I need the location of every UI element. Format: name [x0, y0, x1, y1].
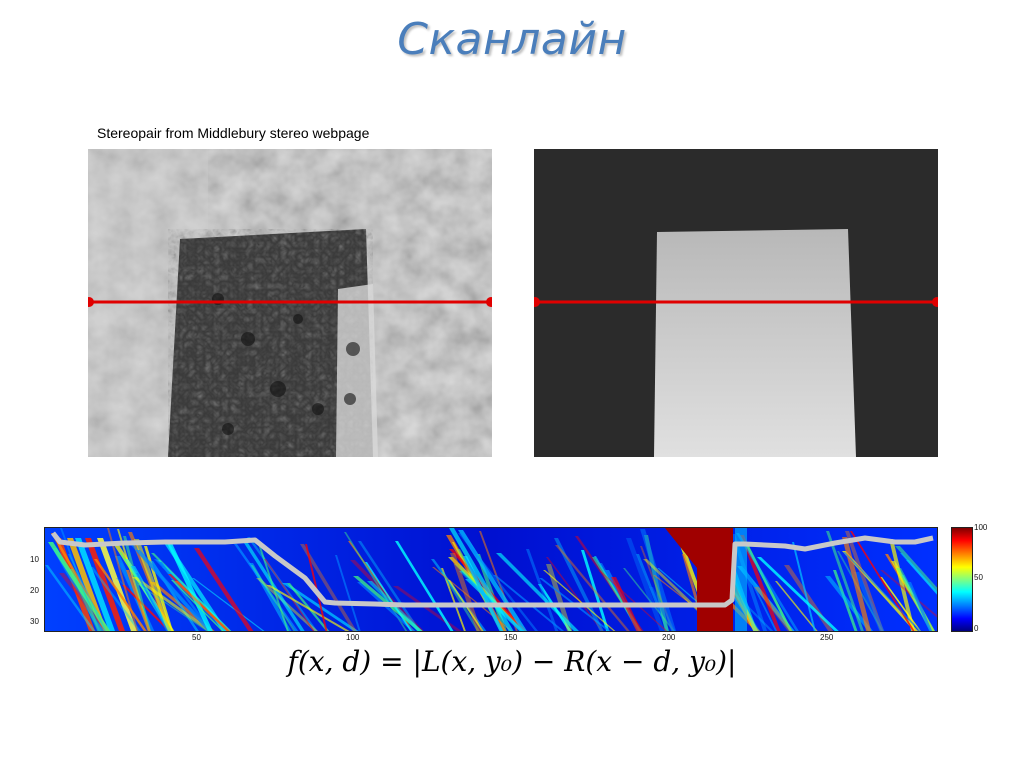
slide-title: Сканлайн [397, 14, 627, 65]
x-tick-label: 50 [192, 633, 201, 642]
y-tick-label: 10 [30, 555, 39, 564]
colorbar-tick-label: 100 [974, 523, 988, 532]
cost-formula: f(x, d) = |L(x, y₀) − R(x − d, y₀)| [287, 645, 737, 678]
scanline-cost-heatmap [44, 527, 938, 632]
formula-lhs: f(x, d) [287, 645, 372, 678]
stereo-left-image [88, 149, 492, 457]
min-cost-path [51, 531, 934, 608]
formula-rhs: |L(x, y₀) − R(x − d, y₀)| [412, 645, 737, 678]
image-caption: Stereopair from Middlebury stereo webpag… [97, 125, 370, 141]
x-tick-label: 250 [820, 633, 834, 642]
disparity-map-image [534, 149, 938, 457]
y-tick-label: 30 [30, 617, 39, 626]
x-tick-label: 200 [662, 633, 676, 642]
heatmap-canvas [45, 528, 937, 631]
x-tick-label: 100 [346, 633, 360, 642]
colorbar-tick-label: 0 [974, 624, 979, 633]
y-tick-label: 20 [30, 586, 39, 595]
x-tick-label: 150 [504, 633, 518, 642]
colorbar [951, 527, 973, 632]
colorbar-tick-label: 50 [974, 573, 983, 582]
